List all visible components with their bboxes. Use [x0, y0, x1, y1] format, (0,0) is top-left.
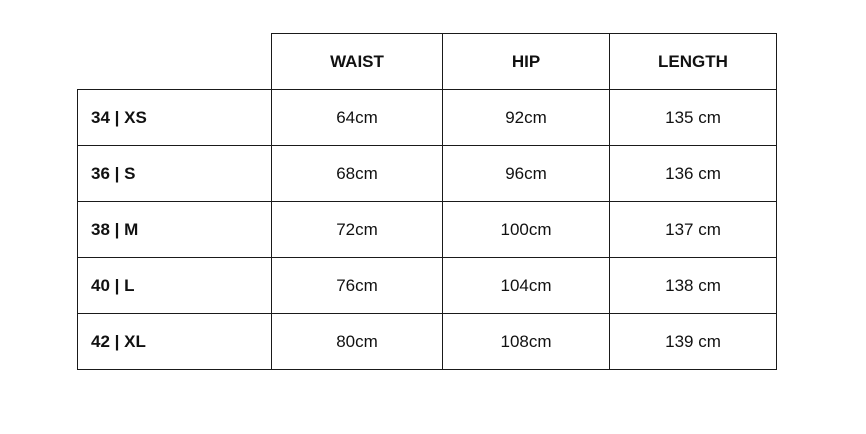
table-row: 34 | XS 64cm 92cm 135 cm: [77, 89, 777, 146]
hip-cell: 108cm: [442, 313, 610, 370]
size-label: 40 | L: [77, 257, 272, 314]
header-length: LENGTH: [609, 33, 777, 90]
length-cell: 135 cm: [609, 89, 777, 146]
waist-cell: 64cm: [271, 89, 443, 146]
table-row: 36 | S 68cm 96cm 136 cm: [77, 145, 777, 202]
size-label: 38 | M: [77, 201, 272, 258]
hip-cell: 92cm: [442, 89, 610, 146]
empty-corner-cell: [77, 33, 272, 90]
waist-cell: 80cm: [271, 313, 443, 370]
waist-cell: 68cm: [271, 145, 443, 202]
size-label: 36 | S: [77, 145, 272, 202]
length-cell: 137 cm: [609, 201, 777, 258]
header-waist: WAIST: [271, 33, 443, 90]
header-hip: HIP: [442, 33, 610, 90]
waist-cell: 76cm: [271, 257, 443, 314]
length-cell: 136 cm: [609, 145, 777, 202]
waist-cell: 72cm: [271, 201, 443, 258]
size-chart-table: WAIST HIP LENGTH 34 | XS 64cm 92cm 135 cm 36…: [77, 33, 777, 370]
table-row: 38 | M 72cm 100cm 137 cm: [77, 201, 777, 258]
table-row: 42 | XL 80cm 108cm 139 cm: [77, 313, 777, 370]
hip-cell: 96cm: [442, 145, 610, 202]
table-row: 40 | L 76cm 104cm 138 cm: [77, 257, 777, 314]
length-cell: 139 cm: [609, 313, 777, 370]
length-cell: 138 cm: [609, 257, 777, 314]
hip-cell: 104cm: [442, 257, 610, 314]
hip-cell: 100cm: [442, 201, 610, 258]
header-row: WAIST HIP LENGTH: [77, 33, 777, 90]
size-label: 42 | XL: [77, 313, 272, 370]
size-label: 34 | XS: [77, 89, 272, 146]
